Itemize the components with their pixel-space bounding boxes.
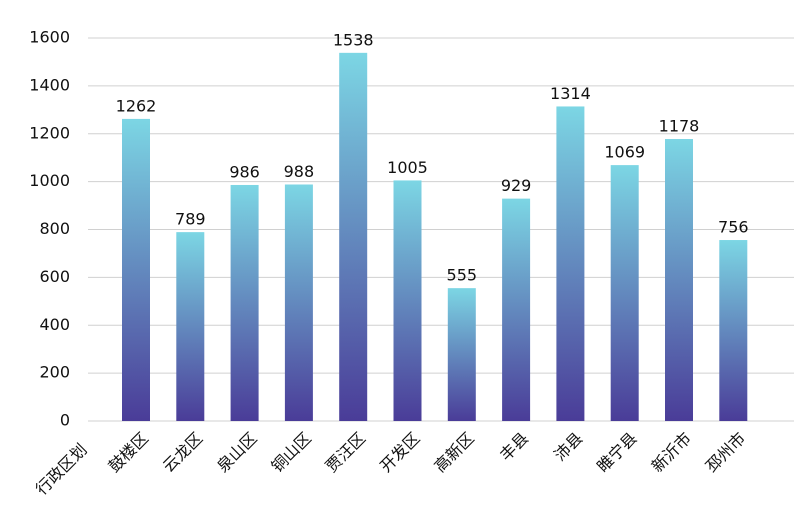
value-label: 929: [501, 176, 532, 195]
y-tick-label: 600: [39, 267, 70, 286]
bar: [610, 165, 639, 421]
bar: [393, 180, 422, 421]
value-label: 1262: [116, 96, 157, 115]
bar: [339, 52, 368, 422]
bar: [176, 232, 205, 421]
bar: [719, 240, 748, 421]
x-tick-label: 铜山区: [268, 429, 315, 476]
y-tick-label: 400: [39, 315, 70, 334]
x-tick-label: 云龙区: [159, 429, 206, 476]
x-tick-label: 贾汪区: [322, 429, 369, 476]
value-label: 1314: [550, 84, 591, 103]
x-tick-label: 邳州市: [702, 429, 749, 476]
bar: [556, 106, 585, 422]
value-label: 1538: [333, 30, 374, 49]
y-tick-label: 1000: [29, 171, 70, 190]
x-tick-label: 鼓楼区: [105, 429, 152, 476]
bar: [665, 139, 693, 422]
value-label: 789: [175, 210, 206, 229]
value-label: 986: [229, 162, 260, 181]
bar: [502, 198, 531, 421]
x-tick-label: 高新区: [430, 429, 477, 476]
y-tick-label: 200: [39, 363, 70, 382]
y-tick-label: 800: [39, 219, 70, 238]
bar: [122, 118, 150, 421]
value-label: 1005: [387, 158, 428, 177]
y-tick-label: 1400: [29, 75, 70, 94]
y-tick-label: 0: [60, 411, 70, 430]
x-tick-label: 沛县: [550, 429, 586, 465]
y-tick-label: 1600: [29, 28, 70, 47]
value-label: 756: [718, 218, 749, 237]
bar: [230, 184, 259, 421]
bar: [284, 184, 313, 421]
y-tick-label: 1200: [29, 123, 70, 142]
value-label: 1178: [659, 117, 700, 136]
value-label: 988: [284, 162, 315, 181]
x-axis-title: 行政区划: [32, 440, 91, 499]
x-tick-label: 睢宁县: [593, 429, 640, 476]
x-tick-label: 泉山区: [213, 429, 260, 476]
bar: [447, 288, 476, 421]
x-tick-label: 开发区: [376, 429, 423, 476]
x-tick-label: 新沂市: [648, 429, 695, 476]
value-label: 555: [447, 266, 478, 285]
value-label: 1069: [604, 143, 645, 162]
x-tick-label: 丰县: [496, 429, 532, 465]
